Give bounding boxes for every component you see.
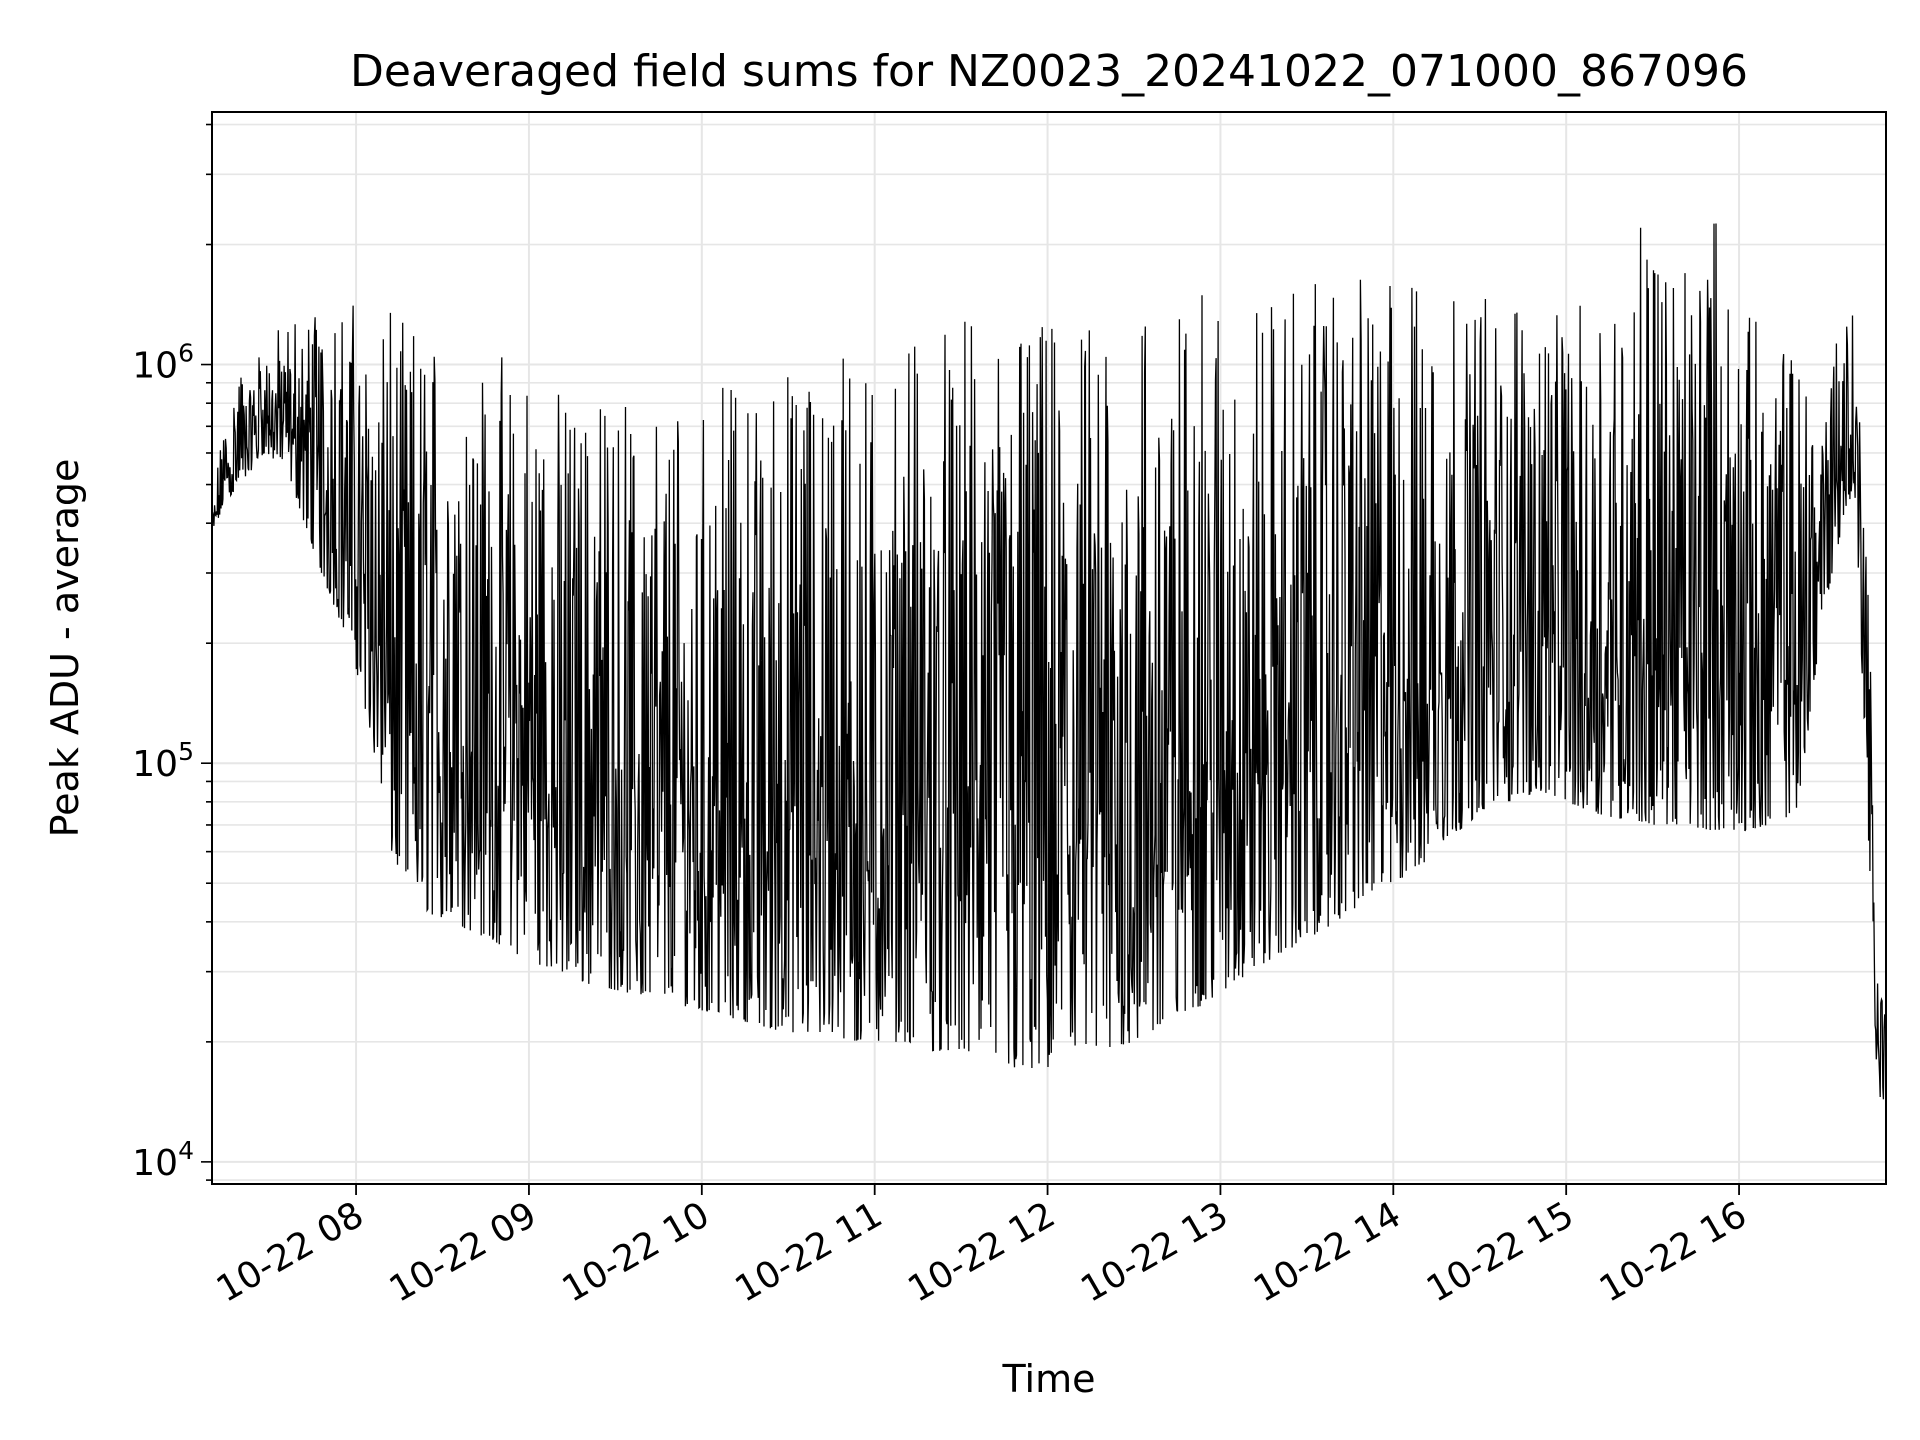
x-tick-label: 10-22 10 bbox=[556, 1194, 717, 1310]
y-tick-exponent: 5 bbox=[178, 737, 194, 766]
x-tick-label: 10-22 11 bbox=[729, 1194, 890, 1310]
x-tick-label: 10-22 14 bbox=[1247, 1194, 1408, 1310]
x-tick-label: 10-22 09 bbox=[383, 1194, 544, 1310]
y-tick-base: 10 bbox=[132, 744, 178, 785]
y-tick-label: 106 bbox=[132, 339, 194, 387]
plot-frame bbox=[211, 111, 1887, 1185]
data-series bbox=[211, 223, 1887, 1115]
x-tick-label: 10-22 13 bbox=[1074, 1194, 1235, 1310]
y-axis-label: Peak ADU - average bbox=[43, 459, 87, 838]
x-tick-label: 10-22 12 bbox=[901, 1194, 1062, 1310]
y-tick-label: 104 bbox=[132, 1136, 194, 1184]
y-tick-base: 10 bbox=[132, 346, 178, 387]
y-tick-label: 105 bbox=[132, 737, 194, 785]
x-tick-label: 10-22 15 bbox=[1420, 1194, 1581, 1310]
series-line bbox=[211, 223, 1887, 1115]
y-tick-exponent: 6 bbox=[178, 339, 194, 368]
y-tick-exponent: 4 bbox=[178, 1136, 194, 1165]
x-tick-label: 10-22 08 bbox=[210, 1194, 371, 1310]
chart-title: Deaveraged field sums for NZ0023_2024102… bbox=[350, 46, 1748, 97]
x-axis-label: Time bbox=[1002, 1357, 1096, 1401]
y-tick-base: 10 bbox=[132, 1143, 178, 1184]
x-tick-label: 10-22 16 bbox=[1593, 1194, 1754, 1310]
